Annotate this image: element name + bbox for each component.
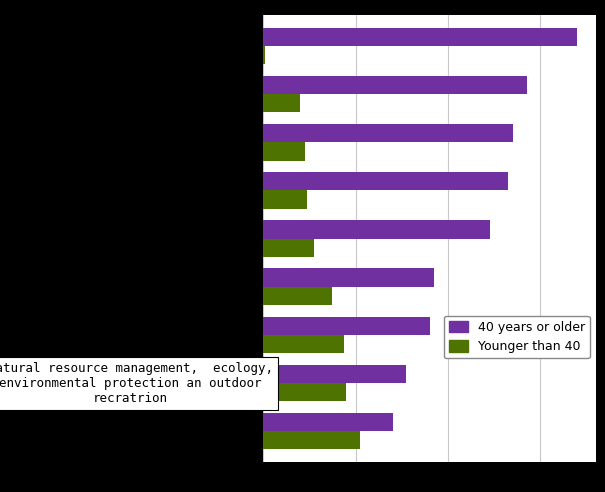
Legend: 40 years or older, Younger than 40: 40 years or older, Younger than 40 [444, 316, 590, 358]
Text: Natural resource management,  ecology,
environmental protection an outdoor
recra: Natural resource management, ecology, en… [0, 362, 273, 405]
Bar [263, 142, 305, 160]
Bar [263, 287, 333, 305]
Bar [263, 383, 346, 401]
Bar [263, 46, 266, 64]
Bar [263, 413, 393, 431]
Bar [263, 172, 508, 190]
Bar [263, 317, 430, 335]
Bar [263, 190, 307, 209]
Bar [263, 431, 360, 450]
Bar [263, 269, 434, 287]
Bar [263, 28, 577, 46]
Bar [263, 335, 344, 353]
Bar [263, 94, 300, 113]
Bar [263, 365, 407, 383]
Bar [263, 76, 526, 94]
Bar [263, 124, 513, 142]
Bar [263, 220, 489, 239]
Bar [263, 239, 314, 257]
